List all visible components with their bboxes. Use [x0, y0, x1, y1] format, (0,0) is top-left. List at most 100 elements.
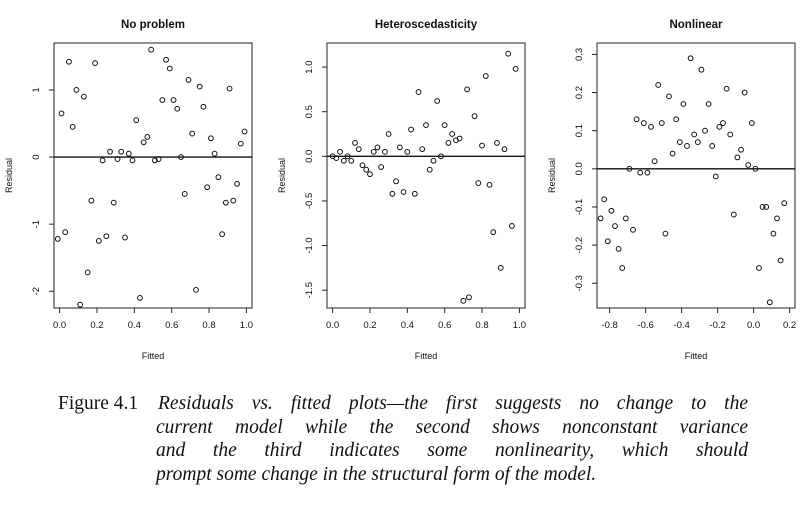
data-point [211, 150, 218, 157]
data-point [680, 101, 687, 107]
y-axis-label: Residual [547, 158, 557, 193]
y-tick-label: 0.2 [574, 86, 585, 99]
data-point [148, 46, 155, 53]
data-point [698, 66, 705, 73]
data-point [367, 171, 373, 178]
data-point [505, 50, 512, 57]
data-point [648, 123, 654, 130]
data-point [348, 157, 355, 164]
data-point [438, 153, 444, 160]
y-tick-label: 0.1 [574, 124, 585, 137]
data-point [716, 123, 723, 130]
y-tick-label: -0.2 [574, 237, 585, 253]
y-tick-label: -1 [31, 220, 42, 228]
x-tick-label: 0.0 [53, 320, 66, 331]
data-point [204, 184, 211, 191]
data-point [363, 166, 370, 173]
data-point [408, 126, 414, 133]
data-point [608, 207, 615, 214]
data-point [419, 146, 426, 153]
y-axis-label: Residual [4, 158, 14, 193]
data-point [486, 181, 493, 188]
data-point [475, 180, 482, 186]
data-point [730, 211, 737, 218]
data-point [637, 169, 644, 176]
x-tick-label: -0.8 [601, 320, 617, 331]
data-point [464, 86, 470, 93]
x-axis-label: Fitted [142, 351, 165, 361]
data-point [174, 105, 181, 112]
data-point [66, 58, 72, 65]
data-point [95, 238, 102, 244]
x-tick-label: 1.0 [513, 320, 526, 331]
y-tick-label: 0.5 [304, 105, 315, 118]
data-point [640, 120, 647, 126]
y-tick-label: -1.0 [304, 237, 315, 253]
data-point [691, 131, 698, 138]
data-point [738, 146, 744, 153]
y-tick-label: -2 [31, 287, 42, 295]
caption-line-1: Residuals vs. fitted plots—the first sug… [158, 393, 748, 414]
data-point [382, 148, 388, 155]
data-point [759, 204, 766, 210]
plot-frame [596, 42, 796, 309]
data-point [777, 257, 784, 264]
data-point [344, 153, 351, 160]
data-point [355, 146, 362, 153]
data-point [615, 245, 622, 252]
data-point [423, 122, 429, 128]
x-axis-label: Fitted [415, 351, 438, 361]
data-point [137, 295, 143, 301]
data-point [62, 229, 69, 236]
x-tick-label: 0.4 [128, 320, 141, 331]
data-point [622, 215, 629, 222]
panel-nonlinear: Nonlinear -0.8 -0.6 -0.4 -0.2 0.0 0.2 -0.3 -0.2 -… [547, 19, 796, 361]
data-point [118, 148, 125, 155]
data-point [404, 148, 411, 155]
data-point [208, 135, 214, 142]
data-point [114, 156, 121, 162]
data-point [630, 226, 636, 233]
data-point [415, 89, 422, 95]
data-point [741, 89, 748, 96]
data-point [69, 123, 76, 130]
chart-title: Nonlinear [669, 19, 723, 31]
data-point [374, 144, 381, 151]
data-point [666, 93, 672, 100]
data-point [393, 178, 400, 185]
x-tick-label: 0.6 [438, 320, 451, 331]
y-tick-label: -0.1 [574, 199, 585, 215]
data-point [655, 82, 662, 88]
data-point [385, 131, 392, 137]
data-point [752, 165, 759, 172]
data-point [426, 166, 433, 173]
data-point [222, 199, 229, 206]
data-point [215, 174, 222, 181]
data-point [619, 265, 626, 271]
data-point [103, 233, 110, 240]
data-point [512, 65, 519, 72]
chart-title: Heteroscedasticity [375, 19, 478, 31]
data-point [92, 60, 98, 67]
data-point [129, 157, 136, 164]
data-point [237, 140, 244, 147]
y-tick-label: 0.0 [574, 162, 585, 175]
data-point [54, 235, 61, 242]
data-point [669, 150, 676, 157]
data-point [155, 156, 162, 162]
x-tick-label: -0.2 [709, 320, 725, 331]
data-point [125, 150, 132, 157]
data-point [720, 120, 726, 126]
data-point [58, 110, 65, 117]
data-point [337, 148, 343, 155]
data-point [676, 139, 683, 146]
data-point [781, 200, 788, 207]
x-tick-label: 0.6 [165, 320, 178, 331]
x-tick-label: 0.2 [363, 320, 376, 331]
data-point [497, 264, 504, 271]
plot-frame [326, 42, 526, 309]
x-tick-label: -0.4 [673, 320, 689, 331]
data-point [460, 297, 467, 304]
chart-title: No problem [121, 19, 185, 31]
data-point [122, 234, 128, 241]
